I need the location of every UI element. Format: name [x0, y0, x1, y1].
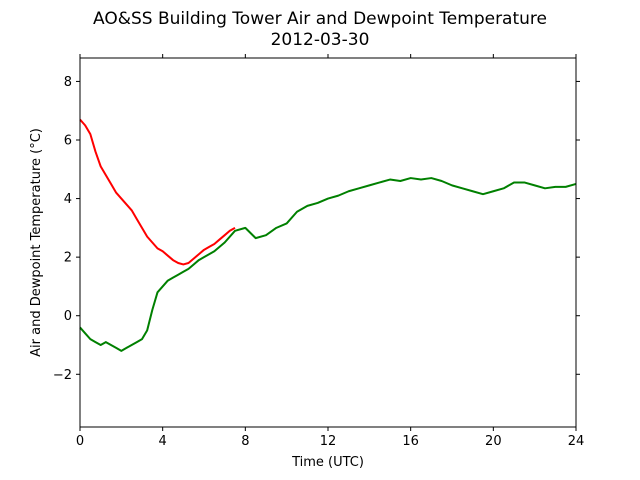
plot-area [80, 58, 576, 427]
x-axis-label: Time (UTC) [291, 455, 364, 470]
x-tick-label-0: 0 [76, 434, 84, 449]
series-line-1 [79, 118, 236, 266]
y-tick-label-4: 6 [64, 134, 72, 149]
x-tick-label-2: 8 [241, 434, 249, 449]
series-layer [79, 118, 577, 352]
x-tick-label-5: 20 [485, 434, 502, 449]
y-tick-label-1: 0 [64, 309, 72, 324]
y-axis-ticks: −2 0 2 4 6 8 [53, 75, 580, 383]
x-tick-label-1: 4 [159, 434, 167, 449]
chart-subtitle: 2012-03-30 [271, 30, 370, 50]
x-tick-label-4: 16 [402, 434, 419, 449]
y-tick-label-5: 8 [64, 75, 72, 90]
y-tick-label-2: 2 [64, 251, 72, 266]
series-line-2 [79, 177, 577, 352]
x-axis-ticks: 0 4 8 12 16 20 24 [76, 54, 584, 449]
y-tick-label-0: −2 [53, 368, 72, 383]
y-tick-label-3: 4 [64, 192, 72, 207]
x-tick-label-6: 24 [568, 434, 585, 449]
y-axis-label: Air and Dewpoint Temperature (°C) [29, 128, 44, 357]
chart-title: AO&SS Building Tower Air and Dewpoint Te… [93, 9, 547, 29]
x-tick-label-3: 12 [320, 434, 337, 449]
